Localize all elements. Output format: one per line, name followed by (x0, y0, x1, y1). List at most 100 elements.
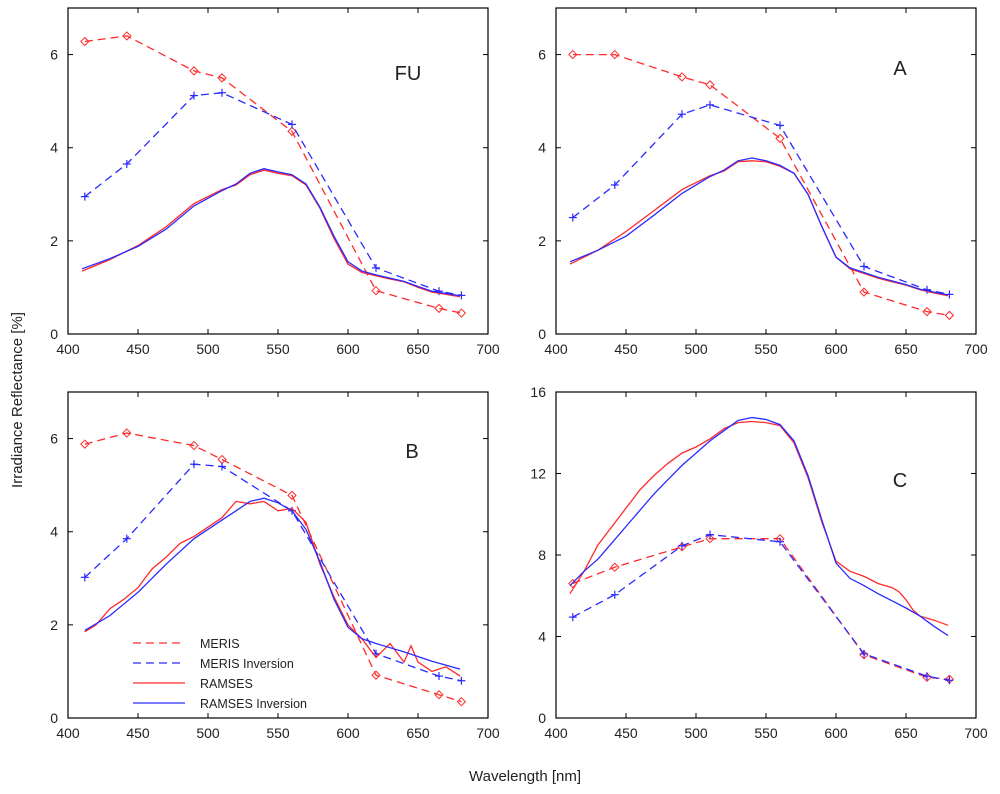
marker-plus (457, 676, 466, 685)
series-line-ramses (569, 160, 949, 297)
x-tick-label: 650 (894, 725, 918, 741)
marker-plus (860, 649, 868, 658)
x-tick-label: 600 (336, 725, 360, 741)
marker-diamond (434, 690, 444, 700)
marker-plus (678, 110, 686, 119)
y-tick-label: 8 (538, 547, 546, 563)
y-tick-label: 2 (538, 233, 546, 249)
marker-diamond (434, 303, 444, 314)
series-line-ramses (84, 500, 461, 677)
marker-diamond (122, 428, 132, 438)
y-tick-label: 4 (50, 524, 58, 540)
marker-plus (678, 541, 686, 550)
series-line-meris-inversion (572, 533, 950, 681)
marker-diamond (80, 36, 90, 47)
series-line-meris (84, 432, 462, 703)
marker-plus (218, 88, 226, 97)
marker-plus (568, 213, 577, 222)
marker-plus (218, 462, 226, 471)
x-tick-label: 400 (56, 341, 80, 357)
series-line-meris-inversion (84, 463, 462, 682)
series-line-ramses-inversion (569, 416, 949, 637)
marker-plus (122, 534, 131, 543)
marker-diamond (189, 66, 199, 76)
x-tick-label: 600 (824, 341, 848, 357)
marker-plus (860, 262, 868, 271)
y-tick-label: 2 (50, 233, 58, 249)
marker-diamond (922, 306, 932, 317)
y-tick-label: 0 (50, 710, 58, 726)
marker-diamond (705, 533, 715, 544)
marker-plus (190, 460, 198, 469)
panel-fu: 400 450 500 550 600 650 700 0 2 4 6 FU (50, 7, 500, 357)
marker-diamond (122, 31, 132, 41)
marker-plus (923, 672, 931, 681)
axes-frame (67, 391, 489, 719)
series-line-meris (572, 53, 950, 317)
x-tick-label: 550 (754, 725, 778, 741)
series-line-meris (572, 538, 950, 680)
y-tick-label: 16 (530, 384, 546, 400)
marker-diamond (568, 49, 578, 60)
y-tick-label: 4 (538, 140, 546, 156)
panel-a: 400 450 500 550 600 650 700 0 2 4 6 A (538, 7, 988, 357)
x-tick-label: 650 (406, 725, 430, 741)
legend: MERIS MERIS Inversion RAMSES RAMSES Inversi… (133, 637, 307, 711)
marker-plus (610, 590, 619, 599)
marker-diamond (189, 440, 199, 451)
marker-plus (80, 573, 89, 582)
y-tick-label: 4 (538, 629, 546, 645)
x-tick-label: 600 (824, 725, 848, 741)
marker-plus (372, 263, 380, 272)
panel-label: C (893, 470, 907, 492)
series-line-meris (84, 35, 462, 314)
panel-b: 400 450 500 550 600 650 700 0 2 4 6 B (50, 391, 500, 741)
marker-diamond (371, 670, 381, 680)
series-line-ramses-inversion (84, 497, 461, 670)
marker-plus (190, 91, 198, 100)
marker-plus (610, 180, 619, 189)
x-tick-label: 500 (196, 341, 220, 357)
marker-diamond (775, 133, 785, 144)
y-tick-label: 6 (50, 431, 58, 447)
marker-diamond (944, 310, 955, 321)
marker-diamond (217, 73, 227, 83)
legend-label-meris: MERIS (200, 637, 240, 651)
x-tick-label: 450 (126, 725, 150, 741)
marker-diamond (859, 287, 869, 297)
plot-area (568, 416, 955, 685)
marker-diamond (456, 696, 467, 707)
x-tick-label: 550 (266, 341, 290, 357)
x-tick-label: 600 (336, 341, 360, 357)
marker-plus (80, 192, 89, 201)
x-tick-label: 400 (544, 725, 568, 741)
panel-label: A (893, 58, 907, 80)
marker-plus (288, 120, 296, 129)
y-tick-label: 0 (538, 710, 546, 726)
marker-plus (706, 530, 714, 539)
y-tick-label: 12 (530, 466, 546, 482)
axes-frame (67, 7, 489, 335)
series-line-ramses-inversion (569, 157, 949, 296)
y-tick-label: 6 (538, 47, 546, 63)
legend-label-ramses: RAMSES (200, 677, 253, 691)
y-axis-label: Irradiance Reflectance [%] (9, 312, 26, 488)
x-tick-label: 550 (266, 725, 290, 741)
plot-area (80, 31, 467, 318)
marker-plus (776, 537, 784, 546)
marker-plus (706, 100, 714, 109)
marker-diamond (677, 72, 687, 82)
legend-label-ramses-inversion: RAMSES Inversion (200, 697, 307, 711)
marker-diamond (705, 80, 715, 90)
x-tick-label: 650 (894, 341, 918, 357)
x-tick-label: 550 (754, 341, 778, 357)
marker-plus (776, 121, 784, 130)
x-tick-label: 700 (964, 341, 988, 357)
series-line-meris-inversion (84, 92, 462, 296)
legend-label-meris-inversion: MERIS Inversion (200, 657, 294, 671)
x-tick-label: 400 (56, 725, 80, 741)
marker-diamond (80, 439, 90, 449)
x-tick-label: 700 (476, 725, 500, 741)
marker-diamond (568, 578, 578, 589)
